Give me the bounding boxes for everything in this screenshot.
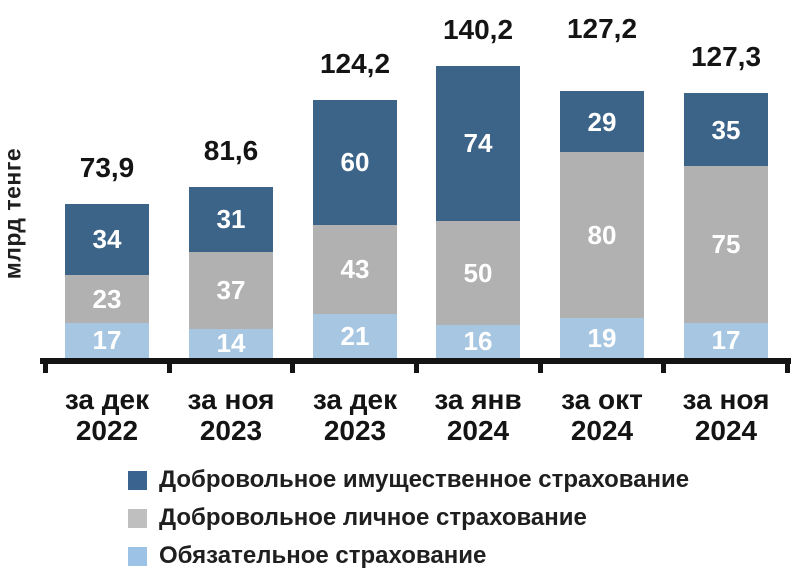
bar-segment: 16 (436, 324, 520, 358)
bar-total-label: 127,3 (690, 41, 762, 72)
category-year: 2024 (570, 415, 634, 446)
bar-segment: 19 (560, 318, 644, 358)
legend-item: Добровольное личное страхование (128, 504, 587, 532)
axis-tick (661, 358, 666, 373)
bar-segment: 17 (684, 322, 768, 358)
category-year: 2023 (199, 415, 263, 446)
category-label: за окт 2024 (532, 384, 672, 446)
axis-tick (43, 358, 48, 373)
bar-value-label: 50 (463, 257, 493, 288)
category-year: 2024 (446, 415, 510, 446)
bar-segment: 75 (684, 166, 768, 323)
bar-total-label: 81,6 (203, 135, 259, 166)
bar-segment: 80 (560, 151, 644, 319)
bar-value-label: 14 (216, 328, 246, 359)
legend-swatch (128, 508, 147, 528)
bar-value-label: 37 (216, 275, 246, 306)
category-label: за дек 2022 (37, 384, 177, 446)
bar-total-label: 140,2 (442, 14, 514, 45)
bar-segment: 23 (65, 274, 149, 323)
bar-segment: 29 (560, 91, 644, 152)
category-year: 2023 (323, 415, 387, 446)
bar-value-label: 60 (340, 147, 370, 178)
category-label: за янв 2024 (408, 384, 548, 446)
bar-segment: 17 (65, 322, 149, 358)
category-label: за дек 2023 (285, 384, 425, 446)
category-period: за янв (434, 384, 522, 415)
legend-label: Добровольное личное страхование (159, 504, 587, 531)
bar-segment: 60 (313, 99, 397, 225)
bar-segment: 31 (189, 187, 273, 252)
category-label: за ноя 2023 (161, 384, 301, 446)
legend-swatch (128, 546, 147, 566)
legend-label: Обязательное страхование (159, 542, 487, 569)
category-period: за дек (64, 384, 150, 415)
bar-value-label: 23 (92, 283, 122, 314)
bar-total-label: 73,9 (79, 152, 135, 183)
bar-segment: 50 (436, 220, 520, 325)
legend-label: Добровольное имущественное страхование (159, 466, 690, 493)
axis-tick (167, 358, 172, 373)
legend-item: Обязательное страхование (128, 542, 486, 570)
bar-segment: 74 (436, 66, 520, 221)
category-year: 2024 (694, 415, 758, 446)
bar-segment: 35 (684, 93, 768, 167)
bar-value-label: 80 (587, 220, 617, 251)
axis-tick (414, 358, 419, 373)
bar-total-label: 127,2 (566, 13, 638, 44)
bar-value-label: 21 (340, 321, 370, 352)
bar-value-label: 75 (711, 229, 741, 260)
category-period: за дек (312, 384, 398, 415)
axis-tick (290, 358, 295, 373)
bar-value-label: 19 (587, 323, 617, 354)
bar-segment: 37 (189, 251, 273, 329)
category-period: за ноя (682, 384, 770, 415)
legend-item: Добровольное имущественное страхование (128, 466, 689, 494)
bar-value-label: 34 (92, 224, 122, 255)
axis-tick (785, 358, 790, 373)
bar-segment: 43 (313, 224, 397, 315)
category-label: за ноя 2024 (656, 384, 796, 446)
bar-value-label: 43 (340, 254, 370, 285)
bar-total-label: 124,2 (319, 48, 391, 79)
bar-segment: 14 (189, 328, 273, 359)
bar-value-label: 74 (463, 128, 493, 159)
category-period: за окт (561, 384, 643, 415)
legend-swatch (128, 470, 147, 490)
category-year: 2022 (75, 415, 139, 446)
y-axis-title: млрд тенге (0, 147, 26, 280)
bar-value-label: 35 (711, 114, 741, 145)
bar-segment: 21 (313, 314, 397, 358)
bar-value-label: 16 (463, 326, 493, 357)
bar-value-label: 17 (711, 325, 741, 356)
axis-tick (538, 358, 543, 373)
bar-value-label: 31 (216, 204, 246, 235)
category-period: за ноя (187, 384, 275, 415)
bar-segment: 34 (65, 203, 149, 275)
bar-value-label: 29 (587, 106, 617, 137)
bar-value-label: 17 (92, 325, 122, 356)
